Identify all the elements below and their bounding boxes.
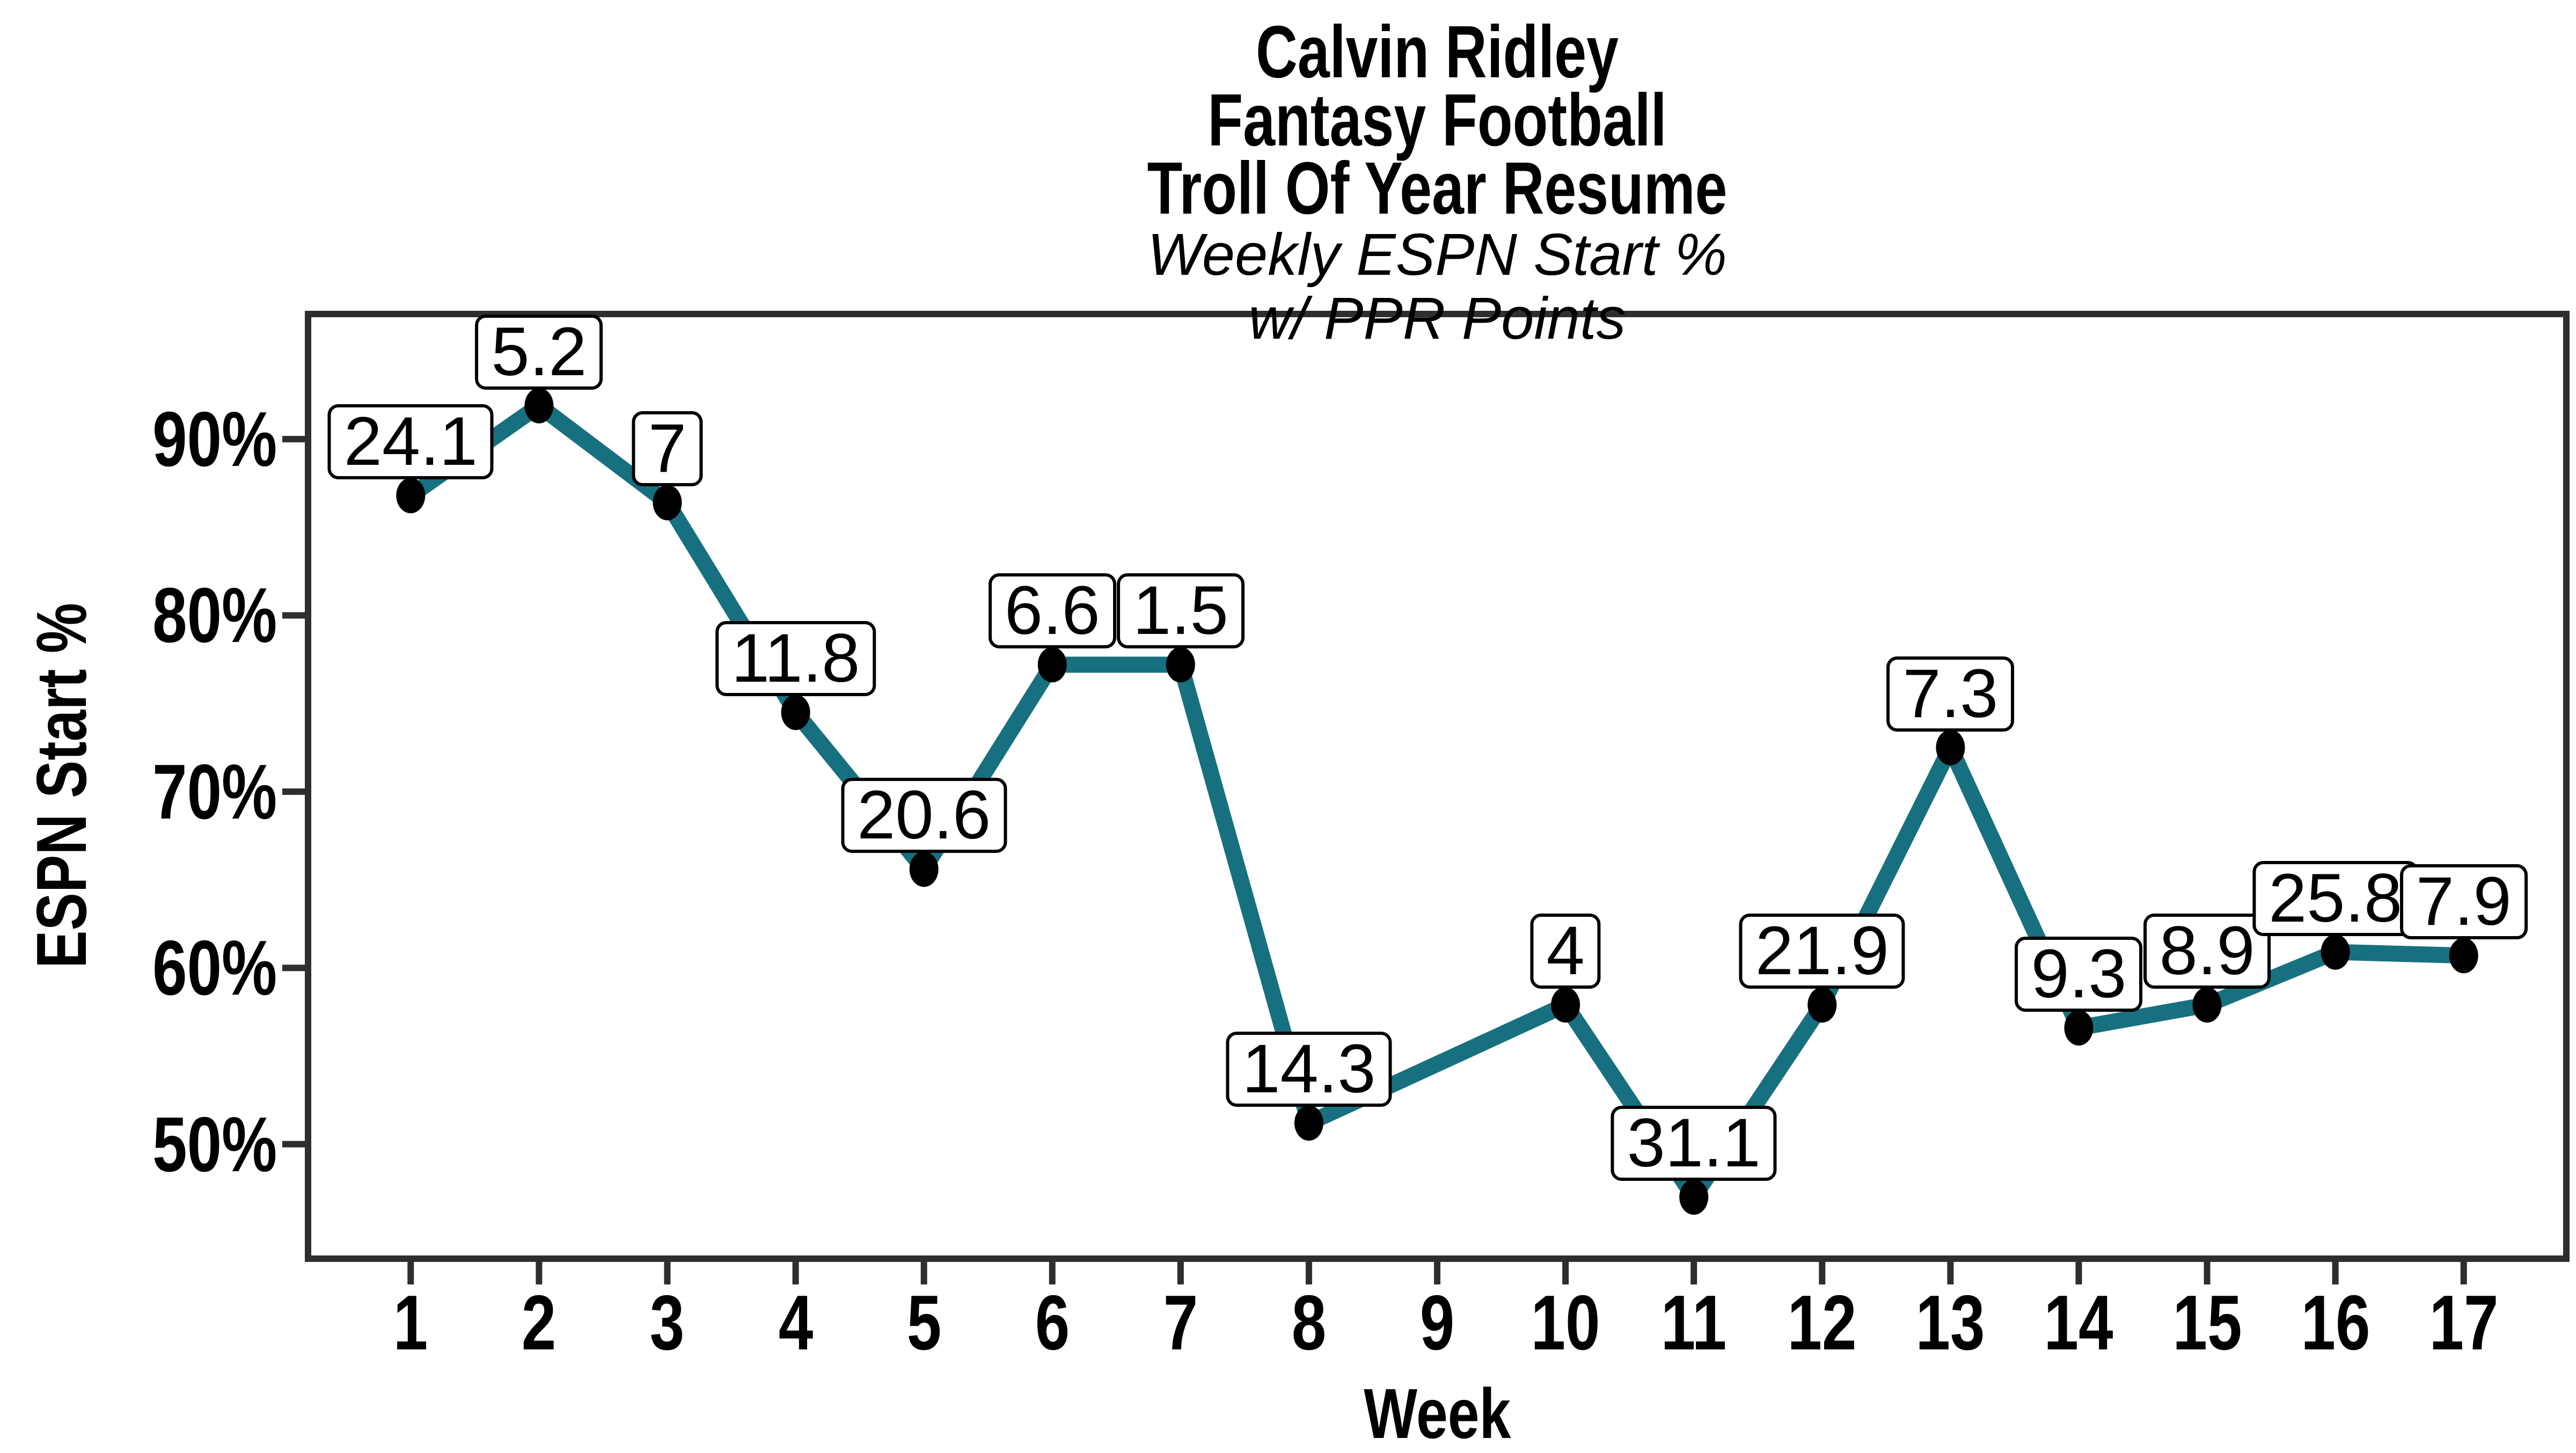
x-tick-label-text: 16 bbox=[2301, 1279, 2370, 1366]
data-point-marker bbox=[2449, 938, 2478, 974]
data-point-marker bbox=[1936, 729, 1965, 765]
x-tick-label-text: 14 bbox=[2044, 1279, 2113, 1366]
x-tick-label-text: 6 bbox=[1035, 1279, 1070, 1366]
data-point-label: 6.6 bbox=[988, 573, 1116, 649]
data-point-marker bbox=[2321, 934, 2350, 970]
data-point-label: 24.1 bbox=[327, 404, 494, 480]
x-tick-label-text: 10 bbox=[1531, 1279, 1600, 1366]
x-tick-label-text: 9 bbox=[1419, 1279, 1455, 1366]
x-tick-label-text: 17 bbox=[2429, 1279, 2499, 1366]
y-tick-label-text: 50% bbox=[152, 1100, 277, 1188]
x-tick-label: 5 bbox=[902, 1284, 946, 1362]
data-point-marker bbox=[781, 695, 810, 731]
data-point-marker bbox=[653, 485, 682, 521]
x-tick-label-text: 4 bbox=[778, 1279, 813, 1366]
x-tick-label: 4 bbox=[774, 1284, 817, 1362]
x-tick-label-text: 2 bbox=[522, 1279, 557, 1366]
chart-subtitle-line-2: w/ PPR Points bbox=[1248, 286, 1626, 352]
x-tick-label: 11 bbox=[1653, 1284, 1735, 1362]
data-point-marker bbox=[1551, 987, 1580, 1023]
data-point-label: 25.8 bbox=[2252, 860, 2419, 936]
x-tick-label-text: 8 bbox=[1291, 1279, 1327, 1366]
data-point-label: 14.3 bbox=[1226, 1032, 1392, 1107]
y-tick-label-text: 60% bbox=[152, 924, 277, 1012]
x-tick-label-text: 5 bbox=[906, 1279, 941, 1366]
x-tick-label-text: 12 bbox=[1787, 1279, 1857, 1366]
x-tick-label-text: 13 bbox=[1915, 1279, 1985, 1366]
data-point-label: 1.5 bbox=[1116, 573, 1245, 649]
data-point-label: 8.9 bbox=[2143, 914, 2271, 989]
data-point-marker bbox=[909, 851, 939, 887]
data-line bbox=[406, 397, 2464, 1206]
data-point-label: 9.3 bbox=[2015, 936, 2143, 1012]
data-point-marker bbox=[1166, 647, 1195, 683]
y-tick-label: 80% bbox=[0, 575, 277, 655]
x-tick-label-text: 1 bbox=[393, 1279, 428, 1366]
x-tick-label: 3 bbox=[646, 1284, 689, 1362]
data-point-marker bbox=[524, 388, 554, 424]
y-tick-label: 50% bbox=[0, 1104, 277, 1185]
chart-title-block: Calvin Ridley Fantasy Football Troll Of … bbox=[308, 11, 2566, 352]
data-point-label: 5.2 bbox=[475, 314, 603, 390]
y-tick-label-text: 80% bbox=[152, 572, 277, 659]
x-tick-label: 8 bbox=[1287, 1284, 1331, 1362]
y-tick-label: 90% bbox=[0, 399, 277, 479]
x-tick-label: 2 bbox=[517, 1284, 561, 1362]
x-tick-label: 10 bbox=[1522, 1284, 1608, 1362]
data-point-label: 7.9 bbox=[2399, 864, 2528, 940]
chart-title-line-2: Fantasy Football bbox=[1208, 79, 1667, 162]
data-point-marker bbox=[2192, 987, 2222, 1023]
data-point-label: 11.8 bbox=[715, 621, 876, 697]
y-tick-label: 70% bbox=[0, 751, 277, 832]
x-tick-label-text: 11 bbox=[1660, 1279, 1727, 1366]
data-point-marker bbox=[1679, 1179, 1709, 1215]
x-axis-title: Week bbox=[308, 1376, 2566, 1451]
y-tick-label-text: 70% bbox=[152, 748, 277, 835]
x-tick-label-text: 3 bbox=[650, 1279, 685, 1366]
data-point-marker bbox=[1037, 647, 1067, 683]
data-point-label: 20.6 bbox=[841, 778, 1007, 853]
chart-subtitle-line-1: Weekly ESPN Start % bbox=[1147, 222, 1727, 288]
x-tick-label: 1 bbox=[389, 1284, 433, 1362]
y-tick-label: 60% bbox=[0, 928, 277, 1008]
data-point-label: 31.1 bbox=[1611, 1106, 1777, 1181]
chart-title-line-3: Troll Of Year Resume bbox=[1147, 147, 1728, 230]
x-tick-label: 16 bbox=[2292, 1284, 2379, 1362]
x-tick-label: 7 bbox=[1159, 1284, 1202, 1362]
x-tick-label: 12 bbox=[1779, 1284, 1865, 1362]
y-tick-label-text: 90% bbox=[152, 396, 277, 483]
x-tick-label-text: 15 bbox=[2172, 1279, 2242, 1366]
x-tick-label: 9 bbox=[1416, 1284, 1459, 1362]
x-tick-label: 15 bbox=[2164, 1284, 2250, 1362]
data-point-label: 4 bbox=[1530, 914, 1601, 989]
data-point-marker bbox=[1294, 1105, 1323, 1141]
data-point-label: 7.3 bbox=[1886, 656, 2015, 732]
chart-title-line-1: Calvin Ridley bbox=[1256, 11, 1619, 93]
x-tick-label-text: 7 bbox=[1163, 1279, 1198, 1366]
data-point-marker bbox=[2064, 1010, 2094, 1046]
x-tick-label: 13 bbox=[1907, 1284, 1994, 1362]
data-point-label: 7 bbox=[632, 411, 703, 487]
data-point-marker bbox=[1807, 987, 1837, 1023]
x-tick-label: 14 bbox=[2036, 1284, 2122, 1362]
x-tick-label: 6 bbox=[1030, 1284, 1074, 1362]
x-tick-label: 17 bbox=[2420, 1284, 2507, 1362]
x-axis-title-text: Week bbox=[1364, 1374, 1511, 1453]
data-point-label: 21.9 bbox=[1739, 914, 1905, 989]
data-point-marker bbox=[396, 478, 426, 514]
